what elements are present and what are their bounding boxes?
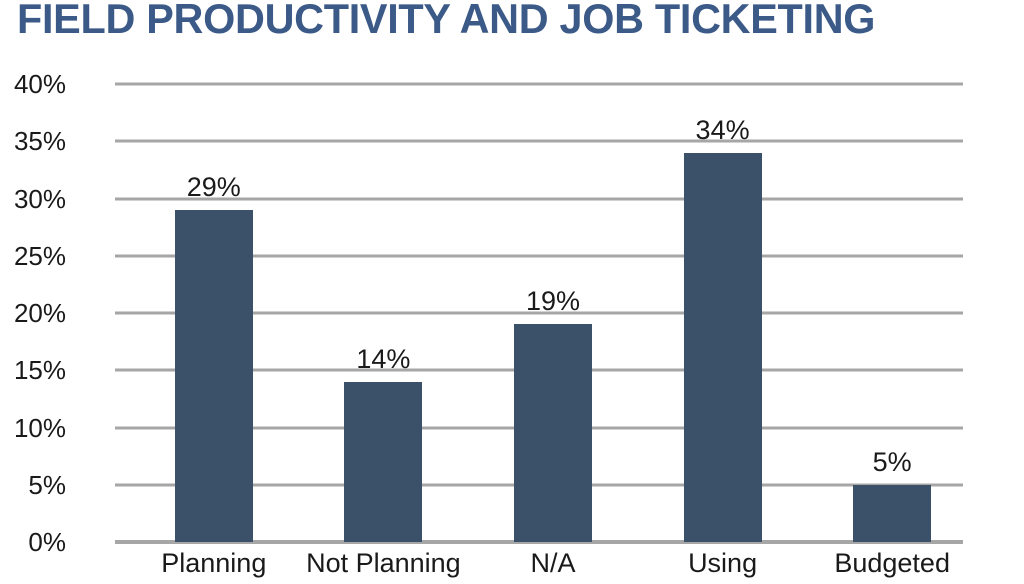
y-tick-label: 25% bbox=[13, 240, 66, 271]
bar-column-not-planning: 14% bbox=[299, 84, 469, 542]
gridline-40pct bbox=[115, 82, 963, 86]
gridline-0pct bbox=[115, 540, 963, 544]
bar bbox=[853, 484, 932, 542]
x-tick-label: Budgeted bbox=[834, 548, 950, 578]
gridline-30pct bbox=[115, 197, 963, 200]
bar-data-label: 19% bbox=[525, 286, 580, 317]
bar bbox=[683, 152, 762, 542]
gridline-35pct bbox=[115, 139, 963, 143]
x-tick-label: N/A bbox=[530, 548, 576, 578]
chart-title: FIELD PRODUCTIVITY AND JOB TICKETING bbox=[17, 0, 876, 42]
y-tick-label: 0% bbox=[28, 527, 66, 557]
x-tick-label: Not Planning bbox=[306, 548, 461, 578]
y-tick-label: 20% bbox=[13, 298, 66, 328]
x-axis: Planning Not Planning N/A Using Budgeted bbox=[129, 547, 977, 579]
y-tick-label: 10% bbox=[13, 412, 66, 443]
bar-data-label: 34% bbox=[695, 114, 750, 145]
gridline-25pct bbox=[115, 254, 963, 258]
y-tick-label: 30% bbox=[13, 183, 66, 214]
gridline-20pct bbox=[115, 311, 963, 315]
y-tick-label: 15% bbox=[13, 355, 66, 386]
y-tick-label: 40% bbox=[13, 69, 66, 99]
bar-data-label: 14% bbox=[356, 343, 411, 374]
bar-series: 29% 14% 19% 34% 5% bbox=[129, 84, 977, 542]
bar-column-planning: 29% bbox=[129, 84, 299, 542]
y-tick-label: 35% bbox=[13, 126, 66, 157]
bar-data-label: 5% bbox=[872, 446, 912, 477]
x-tick-label: Planning bbox=[161, 548, 267, 578]
bar-column-using: 34% bbox=[638, 84, 808, 542]
bar bbox=[513, 324, 592, 542]
y-tick-label: 5% bbox=[28, 469, 66, 500]
bar-column-n-a: 19% bbox=[468, 84, 638, 542]
plot-area: 29% 14% 19% 34% 5% bbox=[115, 82, 963, 544]
bar bbox=[344, 381, 423, 542]
y-axis: 0% 5% 10% 15% 20% 25% 30% 35% 40% bbox=[0, 71, 66, 555]
bar bbox=[174, 209, 253, 542]
bar-data-label: 29% bbox=[186, 171, 241, 202]
bar-column-budgeted: 5% bbox=[807, 84, 977, 542]
x-tick-label: Using bbox=[688, 548, 758, 578]
